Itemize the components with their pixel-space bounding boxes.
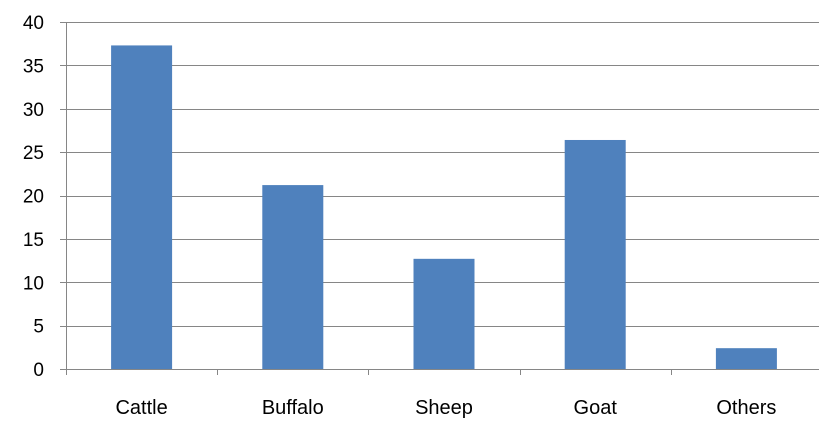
axes [60, 22, 819, 375]
y-tick-label-0: 0 [33, 360, 44, 381]
bar-buffalo [262, 185, 324, 369]
bars [111, 45, 777, 370]
gridlines [66, 22, 819, 327]
y-tick-label-5: 5 [33, 317, 44, 338]
y-tick-label-25: 25 [23, 143, 44, 164]
x-axis-category-labels: Cattle Buffalo Sheep Goat Others [115, 397, 776, 419]
x-category-label-cattle: Cattle [115, 397, 167, 419]
bar-goat [564, 139, 626, 369]
x-category-label-buffalo: Buffalo [262, 397, 324, 419]
y-tick-label-30: 30 [23, 100, 44, 121]
y-tick-label-10: 10 [23, 273, 44, 294]
x-category-label-goat: Goat [574, 397, 618, 419]
x-category-label-others: Others [716, 397, 776, 419]
bar-sheep [413, 258, 475, 369]
y-tick-label-20: 20 [23, 187, 44, 208]
bar-cattle [111, 45, 173, 370]
y-axis-tick-labels: 0 5 10 15 20 25 30 35 40 [23, 13, 44, 381]
y-tick-label-15: 15 [23, 230, 44, 251]
y-tick-label-35: 35 [23, 56, 44, 77]
bar-others [715, 348, 777, 369]
y-tick-label-40: 40 [23, 13, 44, 34]
x-category-label-sheep: Sheep [415, 397, 473, 419]
